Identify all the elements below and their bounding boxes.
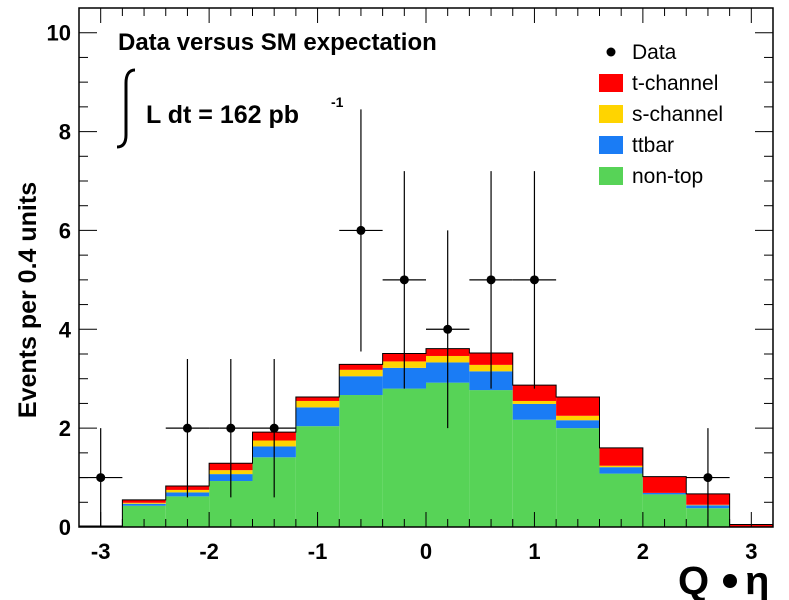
- data-point: [426, 230, 470, 429]
- x-tick-label: 3: [745, 539, 757, 564]
- luminosity-exponent: -1: [331, 94, 344, 110]
- data-point-marker: [486, 275, 496, 285]
- x-tick-label: 0: [420, 539, 432, 564]
- bar-t-channel-bin-1: [122, 499, 166, 503]
- data-point-marker: [182, 423, 192, 433]
- legend-entry-ttbar: ttbar: [599, 134, 674, 157]
- stacked-bars: [78, 348, 774, 527]
- legend-swatch: [599, 167, 623, 185]
- data-point-marker: [226, 423, 236, 433]
- bar-t-channel-bin-10: [512, 385, 557, 401]
- legend-swatch: [599, 105, 623, 123]
- legend-label: non-top: [632, 165, 703, 188]
- legend-marker: [606, 47, 616, 57]
- data-point: [165, 358, 210, 498]
- bar-s-channel-bin-1: [122, 502, 166, 504]
- bar-s-channel-bin-5: [295, 400, 340, 408]
- y-tick-label: 0: [59, 515, 71, 540]
- bar-t-channel-bin-12: [599, 447, 643, 466]
- bar-ttbar-bin-11: [556, 420, 600, 429]
- bar-non-top-bin-1: [122, 505, 166, 527]
- x-tick-label: 2: [637, 539, 649, 564]
- axis-tick-labels: -3 -2 -1 0 1 2 3 0 2 4 6 8 10: [47, 21, 758, 564]
- bar-ttbar-bin-10: [512, 403, 557, 420]
- y-tick-label: 10: [47, 21, 71, 46]
- bar-non-top-bin-11: [556, 428, 600, 527]
- integral-sign-icon: [116, 68, 136, 149]
- y-axis-label: Events per 0.4 units: [14, 182, 42, 418]
- data-point: [209, 358, 253, 498]
- bar-t-channel-bin-11: [556, 397, 600, 416]
- legend-label: s-channel: [632, 103, 723, 126]
- x-tick-label: -2: [199, 539, 219, 564]
- legend-swatch: [599, 136, 623, 154]
- bar-s-channel-bin-10: [512, 400, 557, 404]
- bullet-operator-icon: [723, 574, 737, 588]
- data-point: [339, 109, 383, 352]
- legend-entry-Data: Data: [606, 41, 677, 64]
- bar-t-channel-bin-13: [642, 476, 687, 493]
- x-tick-label: -3: [91, 539, 111, 564]
- bar-s-channel-bin-6: [339, 369, 383, 377]
- data-point-marker: [399, 275, 409, 285]
- x-tick-label: 1: [528, 539, 540, 564]
- bar-non-top-bin-6: [339, 395, 383, 527]
- data-point: [686, 428, 730, 527]
- legend: Data t-channel s-channel ttbar non-top: [599, 41, 723, 188]
- data-point-marker: [96, 473, 106, 483]
- data-point-marker: [703, 473, 713, 483]
- legend-label: t-channel: [632, 72, 718, 95]
- bar-ttbar-bin-5: [295, 407, 340, 427]
- luminosity-label: L dt = 162 pb: [146, 101, 299, 129]
- bar-non-top-bin-10: [512, 419, 557, 527]
- x-axis-label: Q: [678, 559, 709, 600]
- bar-t-channel-bin-6: [339, 364, 383, 370]
- legend-label: ttbar: [632, 134, 674, 157]
- legend-swatch: [599, 74, 623, 92]
- bar-ttbar-bin-13: [642, 492, 687, 495]
- bar-ttbar-bin-12: [599, 467, 643, 474]
- data-point: [512, 171, 557, 389]
- data-point: [382, 171, 426, 389]
- y-tick-label: 6: [59, 218, 71, 243]
- axis-ticks: [78, 7, 774, 528]
- legend-entry-s-channel: s-channel: [599, 103, 723, 126]
- data-point-marker: [269, 423, 279, 433]
- bar-s-channel-bin-11: [556, 415, 600, 421]
- data-points: [79, 109, 730, 527]
- data-point-marker: [356, 225, 366, 235]
- data-point-marker: [529, 275, 539, 285]
- data-point-marker: [443, 324, 453, 334]
- bar-t-channel-bin-5: [295, 397, 340, 401]
- x-axis-symbol: η: [745, 559, 769, 600]
- bar-non-top-bin-12: [599, 473, 643, 527]
- data-point: [469, 171, 513, 389]
- y-tick-label: 2: [59, 416, 71, 441]
- y-tick-label: 8: [59, 120, 71, 145]
- bar-non-top-bin-9: [469, 390, 513, 527]
- chart-title: Data versus SM expectation: [118, 29, 437, 56]
- bar-non-top-bin-5: [295, 426, 340, 527]
- bar-ttbar-bin-1: [122, 503, 166, 506]
- legend-label: Data: [632, 41, 677, 64]
- data-point: [252, 358, 296, 498]
- y-tick-label: 4: [59, 317, 72, 342]
- legend-entry-non-top: non-top: [599, 165, 703, 188]
- x-tick-label: -1: [308, 539, 328, 564]
- bar-non-top-bin-7: [382, 388, 426, 527]
- bar-ttbar-bin-6: [339, 376, 383, 396]
- bar-s-channel-bin-12: [599, 465, 643, 468]
- legend-entry-t-channel: t-channel: [599, 72, 718, 95]
